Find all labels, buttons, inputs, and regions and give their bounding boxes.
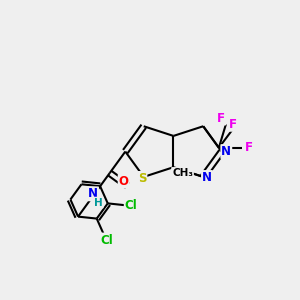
Text: Cl: Cl	[100, 233, 112, 247]
Text: F: F	[217, 112, 225, 124]
Text: F: F	[229, 118, 237, 131]
Text: O: O	[119, 175, 129, 188]
Text: N: N	[221, 145, 231, 158]
Text: N: N	[202, 171, 212, 184]
Text: CH₃: CH₃	[172, 168, 193, 178]
Text: S: S	[138, 172, 146, 185]
Text: Cl: Cl	[125, 199, 137, 212]
Text: F: F	[244, 141, 253, 154]
Text: N: N	[88, 187, 98, 200]
Text: H: H	[94, 198, 103, 208]
